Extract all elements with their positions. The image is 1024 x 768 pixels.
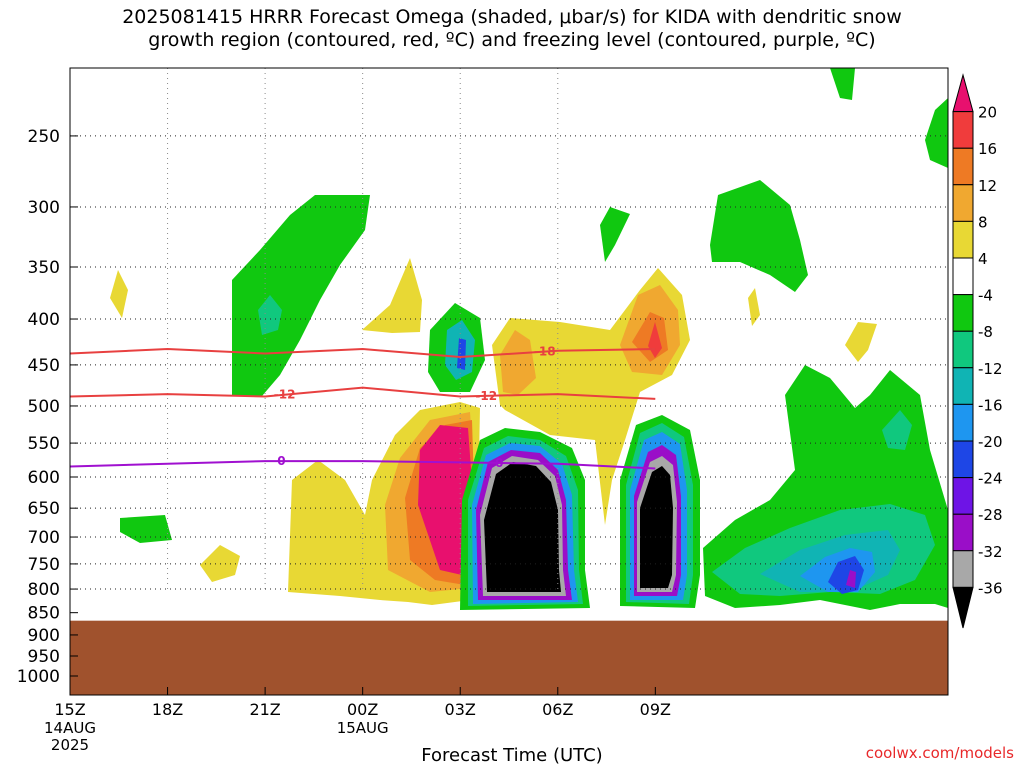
colorbar-label: -4	[978, 287, 993, 305]
colorbar-swatch	[952, 220, 974, 259]
axis-layer: 2503003504004505005506006507007508008509…	[17, 127, 671, 754]
omega-region-yellow-blob-far-right	[845, 322, 877, 362]
contour-layer: -18 -12 -12 0 0	[70, 345, 656, 470]
colorbar-swatch	[952, 330, 974, 369]
x-tick-label: 09Z	[640, 700, 671, 719]
colorbar-swatch	[952, 73, 974, 113]
colorbar: 20 16 12 8 4 -4 -8 -12 -16 -20 -24 -28 -32 -36	[952, 73, 1003, 629]
omega-region-black-cell-b	[640, 466, 673, 588]
contour-label: -18	[534, 345, 556, 359]
contour-line-minus12	[70, 386, 656, 400]
y-tick-label: 650	[28, 499, 60, 519]
chart-title: 2025081415 HRRR Forecast Omega (shaded, …	[0, 6, 1024, 52]
colorbar-label: 4	[978, 250, 988, 268]
y-tick-label: 550	[28, 434, 60, 454]
plot-frame	[69, 67, 949, 696]
omega-region-green-upper-right-b	[830, 68, 855, 100]
x-tick-sublabel: 14AUG	[44, 719, 96, 737]
colorbar-swatch	[952, 550, 974, 588]
colorbar-label: -12	[978, 360, 1003, 378]
x-tick-label: 21Z	[249, 700, 280, 719]
colorbar-label: -28	[978, 506, 1003, 524]
colorbar-label: -20	[978, 433, 1003, 451]
colorbar-label: -24	[978, 470, 1003, 488]
contour-line-minus18	[70, 347, 656, 359]
y-tick-label: 400	[28, 310, 60, 330]
omega-region-yellow-blob-b	[362, 258, 422, 333]
x-tick-label: 18Z	[152, 700, 183, 719]
omega-region-blue-cell-450	[457, 338, 466, 370]
y-tick-label: 900	[28, 626, 60, 646]
omega-region-yellow-blob-right	[748, 288, 760, 326]
y-tick-label: 250	[28, 127, 60, 147]
omega-region-green-blob-left	[120, 515, 172, 543]
omega-region-orange-central	[500, 330, 536, 395]
y-tick-label: 700	[28, 528, 60, 548]
colorbar-swatch	[952, 586, 974, 629]
contour-label: 0	[495, 456, 503, 470]
colorbar-swatch	[952, 403, 974, 442]
contour-label: -12	[475, 389, 497, 403]
chart-title-line-2: growth region (contoured, red, ºC) and f…	[148, 29, 876, 51]
contour-line-0	[70, 460, 656, 470]
colorbar-label: 16	[978, 140, 997, 158]
x-tick-label: 00Z	[347, 700, 378, 719]
y-tick-label: 350	[28, 258, 60, 278]
y-tick-label: 1000	[17, 667, 60, 687]
omega-region-green-blob-300	[600, 207, 630, 262]
colorbar-label: 20	[978, 104, 997, 122]
y-tick-label: 500	[28, 397, 60, 417]
colorbar-label: 8	[978, 213, 988, 231]
y-tick-label: 800	[28, 580, 60, 600]
omega-region-upper-left-green	[232, 195, 370, 396]
colorbar-swatch	[952, 440, 974, 479]
colorbar-swatch	[952, 477, 974, 515]
y-tick-label: 600	[28, 468, 60, 488]
colorbar-label: -36	[978, 579, 1003, 597]
omega-region-purple-lower-right	[846, 570, 856, 588]
credit-text: coolwx.com/models	[865, 744, 1014, 762]
colorbar-swatch	[952, 294, 974, 332]
y-tick-label: 750	[28, 555, 60, 575]
ground-layer	[70, 620, 948, 695]
grid-layer	[70, 68, 948, 590]
colorbar-swatch	[952, 184, 974, 222]
colorbar-label: -16	[978, 396, 1003, 414]
y-tick-label: 300	[28, 198, 60, 218]
contour-label: 0	[277, 454, 285, 468]
x-tick-sublabel: 2025	[51, 736, 89, 754]
colorbar-swatch	[952, 513, 974, 552]
x-tick-label: 03Z	[445, 700, 476, 719]
contour-label: -12	[274, 388, 296, 402]
x-tick-sublabel: 15AUG	[337, 719, 389, 737]
x-axis-label: Forecast Time (UTC)	[421, 745, 603, 766]
x-tick-label: 06Z	[542, 700, 573, 719]
omega-shading	[110, 68, 948, 610]
y-tick-label: 450	[28, 356, 60, 376]
omega-region-green-upper-right-c	[925, 98, 948, 168]
omega-region-black-cell-a	[484, 462, 561, 592]
colorbar-label: -32	[978, 543, 1003, 561]
y-tick-label: 950	[28, 647, 60, 667]
omega-region-upper-left-teal	[258, 295, 282, 335]
omega-region-green-upper-right-a	[710, 180, 808, 292]
omega-region-teal-blob-right	[882, 410, 912, 450]
colorbar-swatch	[952, 111, 974, 149]
colorbar-swatch	[952, 147, 974, 186]
y-tick-label: 850	[28, 604, 60, 624]
omega-region-yellow-blob-a	[110, 270, 128, 318]
colorbar-swatch	[952, 257, 974, 296]
colorbar-label: -8	[978, 323, 993, 341]
ground-shading	[70, 620, 948, 695]
colorbar-swatch	[952, 367, 974, 405]
chart-title-line-1: 2025081415 HRRR Forecast Omega (shaded, …	[122, 6, 902, 28]
colorbar-label: 12	[978, 177, 997, 195]
x-tick-label: 15Z	[54, 700, 85, 719]
